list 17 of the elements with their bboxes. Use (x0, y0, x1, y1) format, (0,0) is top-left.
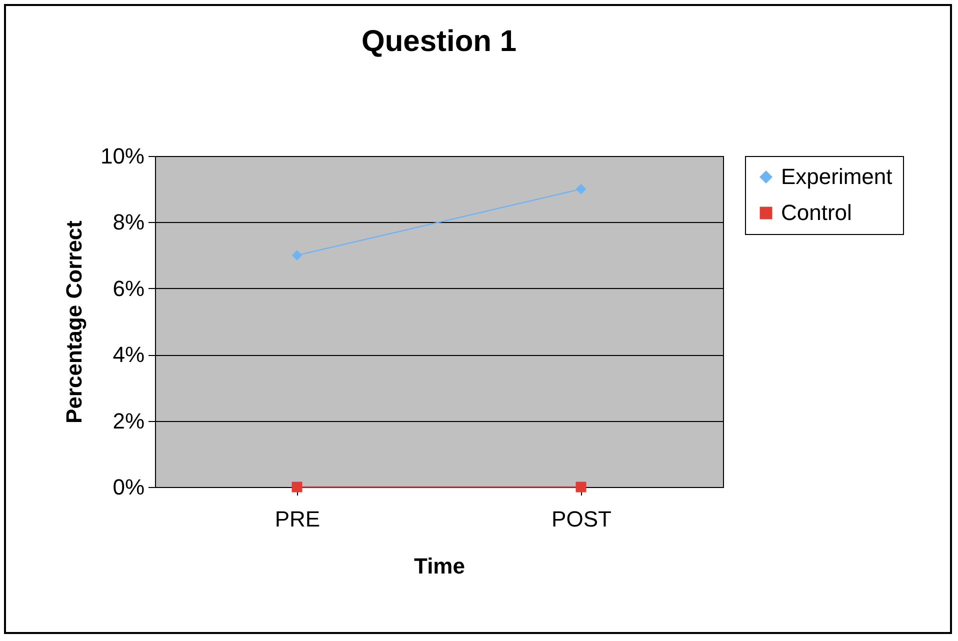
point (292, 250, 302, 261)
y-tick-label: 2% (112, 408, 144, 434)
legend-label: Experiment (781, 164, 892, 189)
point (576, 184, 586, 194)
y-axis-title: Percentage Correct (61, 220, 86, 424)
x-tick-label: POST (552, 506, 612, 532)
y-tick-label: 10% (100, 144, 144, 168)
y-tick-label: 0% (112, 474, 144, 500)
y-tick-label: 6% (112, 276, 144, 301)
chart-title: Question 1 (361, 25, 517, 58)
y-tick-label: 4% (112, 342, 144, 368)
point (576, 482, 586, 492)
legend-label: Control (781, 200, 852, 225)
x-tick-label: PRE (274, 506, 320, 532)
x-axis-title: Time (414, 554, 465, 578)
point (292, 482, 302, 492)
y-tick-label: 8% (112, 210, 144, 235)
